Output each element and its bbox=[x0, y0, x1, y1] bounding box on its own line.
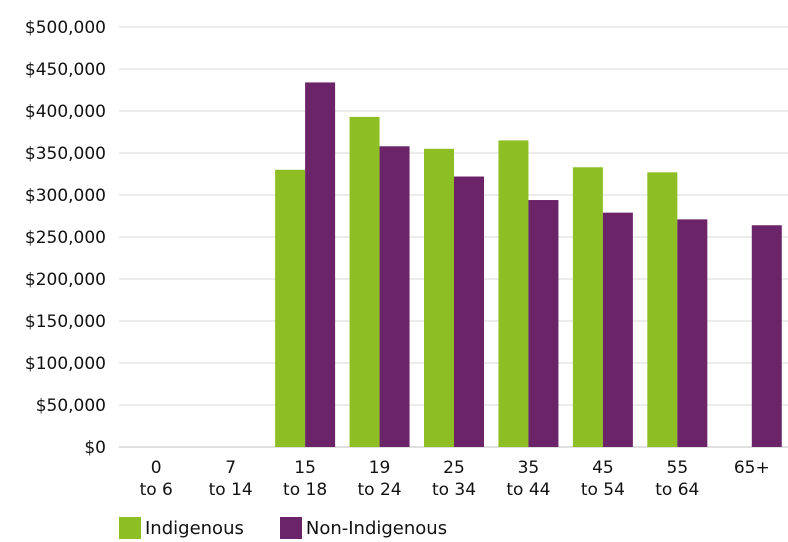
y-tick-label: $100,000 bbox=[25, 354, 106, 374]
legend-swatch-indigenous bbox=[119, 517, 141, 539]
y-tick-label: $500,000 bbox=[25, 18, 106, 38]
y-tick-label: $0 bbox=[84, 438, 106, 458]
bar-indigenous bbox=[647, 172, 678, 447]
x-tick-label: 7 bbox=[225, 458, 236, 478]
bar-indigenous bbox=[349, 116, 380, 447]
y-tick-label: $400,000 bbox=[25, 102, 106, 122]
bar-indigenous bbox=[424, 148, 454, 448]
legend-label-non-indigenous: Non-Indigenous bbox=[305, 517, 448, 539]
x-tick-label: 65+ bbox=[734, 458, 770, 478]
legend-label-indigenous: Indigenous bbox=[145, 517, 244, 539]
x-tick-label: 0 bbox=[151, 458, 162, 478]
x-tick-label: to 14 bbox=[209, 480, 253, 500]
bar-non-indigenous bbox=[379, 146, 410, 447]
bar-non-indigenous bbox=[751, 225, 782, 447]
x-tick-label: to 6 bbox=[140, 480, 173, 500]
y-tick-label: $50,000 bbox=[36, 396, 106, 416]
bar-indigenous bbox=[275, 169, 306, 448]
y-tick-label: $350,000 bbox=[25, 144, 106, 164]
legend-swatch-non-indigenous bbox=[279, 517, 302, 539]
legend-item-non-indigenous: Non-Indigenous bbox=[279, 517, 448, 539]
bar-non-indigenous bbox=[602, 212, 633, 447]
x-tick-label: 15 bbox=[294, 458, 316, 478]
x-tick-label: to 24 bbox=[358, 480, 402, 500]
y-tick-label: $150,000 bbox=[25, 312, 106, 332]
x-tick-label: 19 bbox=[369, 458, 391, 478]
x-tick-label: to 18 bbox=[283, 480, 327, 500]
x-tick-label: to 64 bbox=[655, 480, 699, 500]
legend: Indigenous Non-Indigenous bbox=[119, 517, 483, 539]
y-tick-label: $300,000 bbox=[25, 186, 106, 206]
legend-item-indigenous: Indigenous bbox=[119, 517, 244, 539]
x-tick-label: to 44 bbox=[506, 480, 550, 500]
x-tick-label: 55 bbox=[667, 458, 689, 478]
y-tick-label: $450,000 bbox=[25, 60, 106, 80]
y-tick-label: $250,000 bbox=[25, 228, 106, 248]
bar-indigenous bbox=[498, 140, 529, 447]
x-tick-label: 25 bbox=[443, 458, 465, 478]
y-tick-label: $200,000 bbox=[25, 270, 106, 290]
bar-non-indigenous bbox=[528, 200, 559, 447]
bar-non-indigenous bbox=[454, 176, 484, 447]
x-tick-label: to 54 bbox=[581, 480, 625, 500]
y-axis: $0 $50,000 $100,000 $150,000 $200,000 $250,00… bbox=[25, 18, 106, 458]
x-tick-label: 45 bbox=[592, 458, 614, 478]
bar-non-indigenous bbox=[305, 82, 336, 447]
x-tick-label: 35 bbox=[518, 458, 540, 478]
bar-non-indigenous bbox=[677, 219, 708, 447]
x-tick-label: to 34 bbox=[432, 480, 476, 500]
bar-indigenous bbox=[572, 167, 603, 447]
bars bbox=[275, 82, 782, 448]
